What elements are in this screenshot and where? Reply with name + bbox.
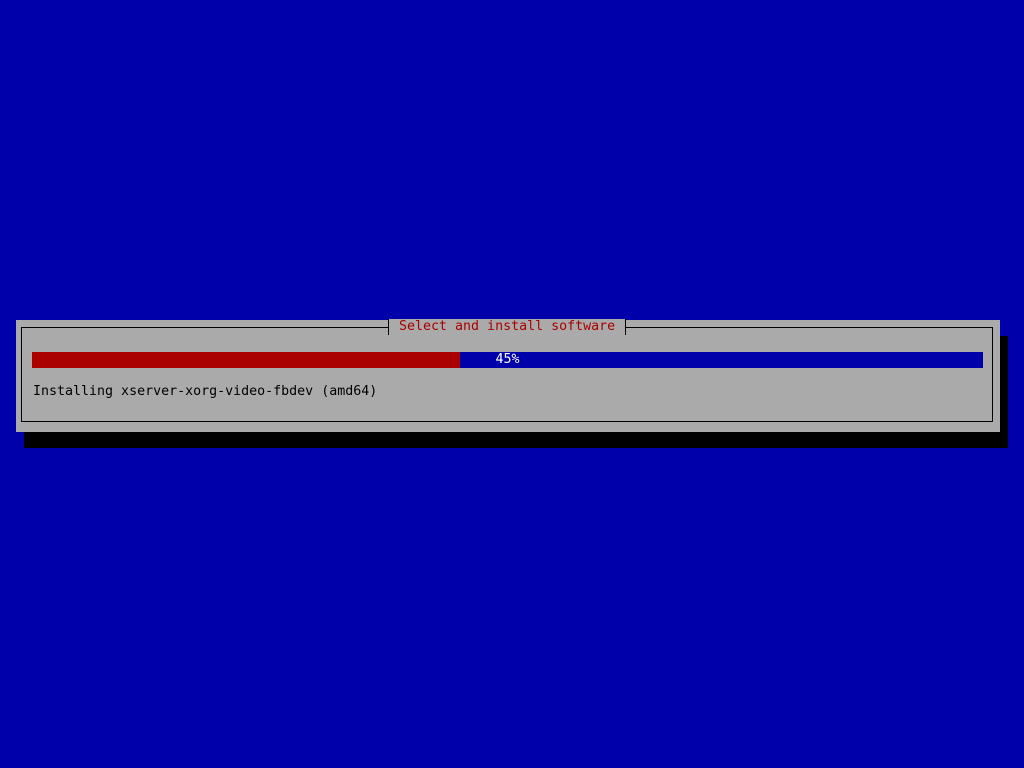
status-text: Installing xserver-xorg-video-fbdev (amd… xyxy=(33,384,378,399)
dialog-title: Select and install software xyxy=(388,319,627,335)
progress-percent-label: 45% xyxy=(495,352,520,367)
progress-bar-fill xyxy=(32,352,460,368)
install-progress-dialog: Select and install software 45% Installi… xyxy=(16,319,1000,432)
progress-bar: 45% xyxy=(32,352,983,368)
dialog-frame xyxy=(21,327,993,422)
